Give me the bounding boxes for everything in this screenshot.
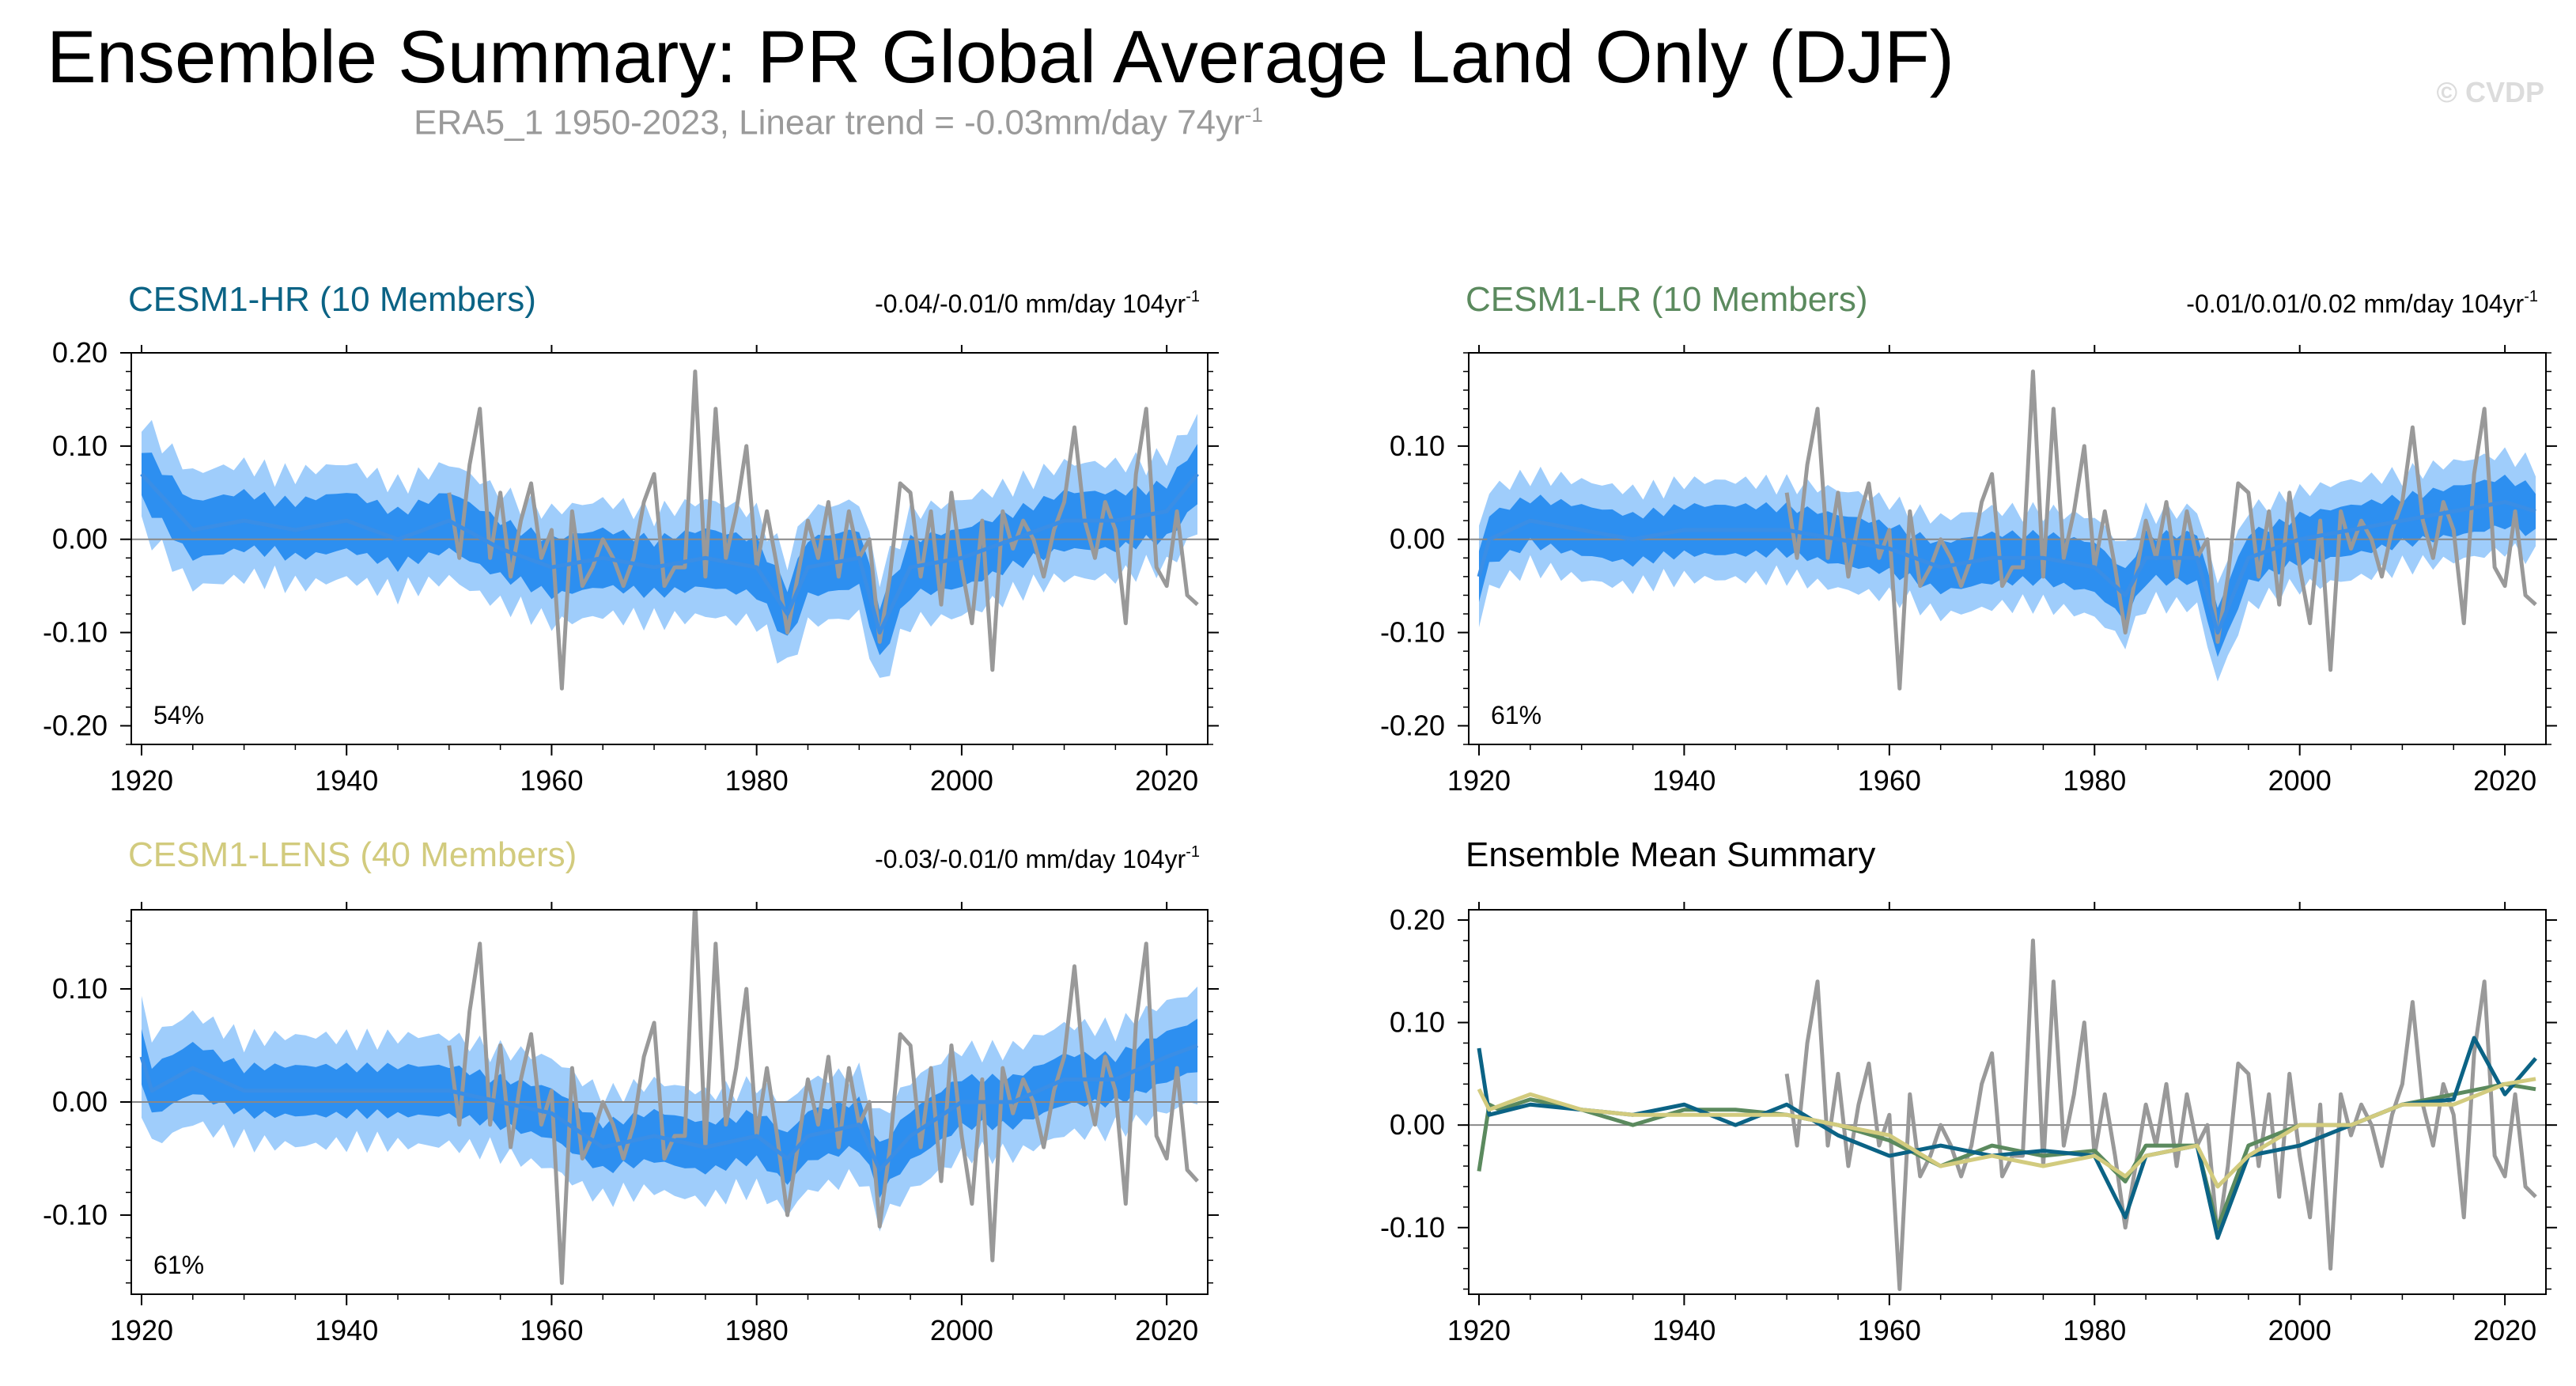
- x-tick-label: 1920: [1447, 764, 1511, 797]
- y-tick-label: 0.10: [1390, 1006, 1445, 1039]
- plot-frame: [131, 352, 1209, 745]
- x-tick-label: 2020: [1135, 764, 1198, 797]
- trend-text: -0.03/-0.01/0 mm/day 104yr: [875, 845, 1186, 873]
- y-tick-label: -0.20: [1380, 709, 1445, 741]
- chart-panel-3: 1920 1940 1960 1980 2000 2020 -0.10 0.00 0.10 CES…: [43, 835, 1219, 1346]
- plot-frame: [1468, 352, 2547, 745]
- x-tick-label: 1940: [315, 1314, 378, 1346]
- panel-trend-label: -0.01/0.01/0.02 mm/day 104yr-1: [2186, 288, 2538, 318]
- x-tick-label: 2000: [2268, 764, 2332, 797]
- series-line-observations: [447, 369, 1199, 691]
- panel-title: CESM1-LR (10 Members): [1466, 280, 1868, 319]
- y-tick-label: 0.10: [52, 972, 108, 1005]
- x-tick-label: 2020: [2473, 1314, 2536, 1346]
- y-tick-label: 0.00: [52, 1085, 108, 1118]
- trend-superscript: -1: [1186, 288, 1200, 305]
- plot-frame: [1468, 909, 2547, 1295]
- series-line-observations: [1784, 369, 2537, 691]
- page-title: Ensemble Summary: PR Global Average Land…: [47, 15, 1954, 98]
- x-tick-label: 1940: [1652, 1314, 1715, 1346]
- ensemble-inner-band: [141, 444, 1198, 656]
- x-tick-label: 1920: [1447, 1314, 1511, 1346]
- panel-title: CESM1-LENS (40 Members): [128, 835, 577, 874]
- panel-title: Ensemble Mean Summary: [1466, 835, 1875, 874]
- y-tick-label: -0.10: [43, 1199, 108, 1231]
- trend-superscript: -1: [2524, 288, 2538, 305]
- panel-trend-label: -0.04/-0.01/0 mm/day 104yr-1: [875, 288, 1200, 318]
- x-tick-label: 2000: [2268, 1314, 2332, 1346]
- cvdp-watermark: © CVDP: [2436, 76, 2544, 108]
- x-tick-label: 1980: [2063, 1314, 2126, 1346]
- panel-trend-label: -0.03/-0.01/0 mm/day 104yr-1: [875, 843, 1200, 873]
- x-tick-label: 1940: [315, 764, 378, 797]
- x-tick-label: 2020: [2473, 764, 2536, 797]
- y-tick-label: 0.00: [52, 523, 108, 555]
- x-tick-label: 1960: [1858, 1314, 1921, 1346]
- x-tick-label: 1980: [2063, 764, 2126, 797]
- x-tick-label: 2000: [930, 1314, 993, 1346]
- plot-area: [131, 369, 1208, 691]
- y-tick-label: 0.20: [52, 336, 108, 369]
- plot-area: [1469, 938, 2546, 1292]
- x-tick-label: 1940: [1652, 764, 1715, 797]
- y-tick-label: -0.10: [1380, 1211, 1445, 1244]
- y-tick-label: 0.00: [1390, 523, 1445, 555]
- y-tick-label: -0.10: [43, 616, 108, 649]
- y-tick-label: 0.10: [52, 430, 108, 462]
- subtitle-superscript: -1: [1244, 103, 1263, 127]
- ensemble-inner-band: [141, 1018, 1198, 1199]
- plot-area: [1469, 369, 2546, 691]
- series-line-ensemble-mean: [139, 1043, 1198, 1172]
- x-tick-label: 2000: [930, 764, 993, 797]
- y-tick-label: -0.20: [43, 709, 108, 741]
- series-line-observations: [1784, 938, 2537, 1292]
- series-line-ensemble-mean: [140, 472, 1199, 635]
- chart-panel-2: 1920 1940 1960 1980 2000 2020 -0.20 -0.10 0.00 0.…: [1380, 280, 2557, 797]
- series-line-observations: [447, 910, 1199, 1286]
- x-tick-label: 1980: [725, 1314, 789, 1346]
- ensemble-inner-band: [1478, 474, 2536, 657]
- page-subtitle: ERA5_1 1950-2023, Linear trend = -0.03mm…: [0, 103, 1677, 143]
- series-line-cesm1-hr: [1477, 1036, 2537, 1240]
- plot-area: [131, 910, 1208, 1286]
- panel-percent-label: 61%: [153, 1251, 204, 1279]
- x-tick-label: 1960: [520, 764, 583, 797]
- series-line-ensemble-mean: [1477, 500, 2536, 635]
- trend-text: -0.01/0.01/0.02 mm/day 104yr: [2186, 290, 2524, 318]
- x-tick-label: 1960: [520, 1314, 583, 1346]
- panel-percent-label: 61%: [1491, 701, 1541, 729]
- x-tick-label: 2020: [1135, 1314, 1198, 1346]
- x-tick-label: 1920: [110, 1314, 173, 1346]
- x-tick-label: 1980: [725, 764, 789, 797]
- panel-percent-label: 54%: [153, 701, 204, 729]
- y-tick-label: 0.20: [1390, 903, 1445, 936]
- x-tick-label: 1920: [110, 764, 173, 797]
- subtitle-text: ERA5_1 1950-2023, Linear trend = -0.03mm…: [414, 103, 1245, 142]
- trend-text: -0.04/-0.01/0 mm/day 104yr: [875, 290, 1186, 318]
- chart-panel-4: 1920 1940 1960 1980 2000 2020 -0.10 0.00 0.10 0.2…: [1380, 835, 2557, 1346]
- panel-title: CESM1-HR (10 Members): [128, 280, 536, 319]
- x-tick-label: 1960: [1858, 764, 1921, 797]
- trend-superscript: -1: [1186, 843, 1200, 861]
- y-tick-label: 0.00: [1390, 1108, 1445, 1141]
- y-tick-label: -0.10: [1380, 616, 1445, 649]
- series-line-cesm1-lens: [1477, 1077, 2536, 1189]
- chart-panel-1: 1920 1940 1960 1980 2000 2020 -0.20 -0.10 0.00 0.…: [43, 280, 1219, 797]
- ensemble-outer-band: [141, 986, 1198, 1232]
- y-tick-label: 0.10: [1390, 430, 1445, 462]
